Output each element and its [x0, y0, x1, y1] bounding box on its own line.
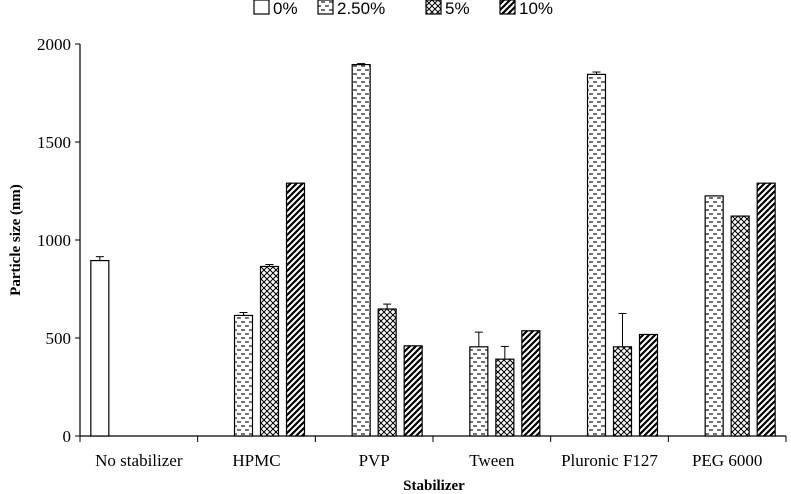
- bar-5-tween: [495, 358, 515, 437]
- bar-0-no-stabilizer: [90, 259, 110, 437]
- legend: 0% 2.50% 5% 10%: [253, 0, 553, 18]
- legend-swatch: [253, 0, 270, 15]
- bar-5-hpmc: [259, 265, 280, 437]
- legend-swatch: [425, 0, 442, 15]
- y-axis-title: Particle size (nm): [8, 184, 24, 296]
- y-tick-label: 0: [63, 427, 72, 446]
- bar-10-pluronic-f127: [638, 333, 659, 437]
- bar-250-hpmc: [233, 314, 254, 437]
- bar-5-peg-6000: [730, 215, 750, 437]
- bar-10-hpmc: [285, 182, 306, 437]
- legend-swatch: [499, 0, 516, 15]
- bar-10-peg-6000: [756, 182, 776, 437]
- bar-250-pvp: [351, 63, 371, 437]
- bar-10-pvp: [403, 345, 423, 437]
- x-tick-label: Tween: [469, 451, 515, 470]
- y-tick-label: 1000: [37, 231, 71, 250]
- legend-label: 5%: [445, 0, 470, 18]
- bar-10-tween: [521, 330, 541, 437]
- bar-250-peg-6000: [704, 195, 724, 437]
- legend-label: 2.50%: [337, 0, 385, 18]
- x-tick-label: PEG 6000: [692, 451, 762, 470]
- y-tick-label: 1500: [37, 133, 71, 152]
- legend-label: 0%: [273, 0, 298, 18]
- bar-5-pvp: [377, 308, 397, 437]
- x-tick-label: PVP: [359, 451, 390, 470]
- x-tick-label: No stabilizer: [95, 451, 183, 470]
- y-tick-label: 2000: [37, 35, 71, 54]
- bar-5-pluronic-f127: [612, 346, 633, 437]
- x-tick-label: HPMC: [232, 451, 280, 470]
- legend-swatch: [317, 0, 334, 15]
- bar-250-pluronic-f127: [586, 73, 607, 437]
- plot-area: 0 500 1000 1500 2000 No stabilizer HPMC PVP Twee…: [37, 35, 787, 470]
- bar-250-tween: [469, 346, 489, 437]
- x-tick-label: Pluronic F127: [561, 451, 658, 470]
- legend-label: 10%: [519, 0, 553, 18]
- x-axis-title: Stabilizer: [403, 478, 465, 494]
- y-tick-label: 500: [46, 329, 72, 348]
